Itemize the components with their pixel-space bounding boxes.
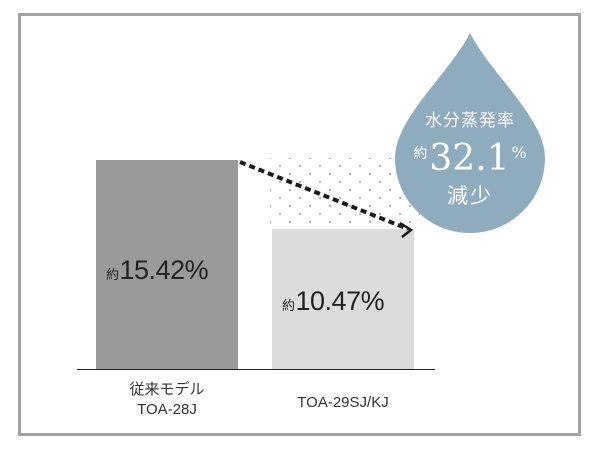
drop-reduction-label: 減少 <box>447 184 493 208</box>
bar-new-model <box>272 229 414 370</box>
x-axis-baseline <box>77 369 435 370</box>
drop-title: 水分蒸発率 <box>425 111 515 131</box>
water-drop-icon <box>395 33 545 233</box>
dotted-reduction-area <box>270 158 420 228</box>
bar-value-label-conventional: 約15.42% <box>106 255 209 285</box>
drop-value: 約32.1% <box>413 138 527 179</box>
bar-conventional-model <box>96 160 238 370</box>
category-label-conventional: 従来モデル TOA-28J <box>129 381 205 418</box>
category-label-new: TOA-29SJ/KJ <box>297 394 389 411</box>
bar-value-label-new: 約10.47% <box>282 286 385 316</box>
